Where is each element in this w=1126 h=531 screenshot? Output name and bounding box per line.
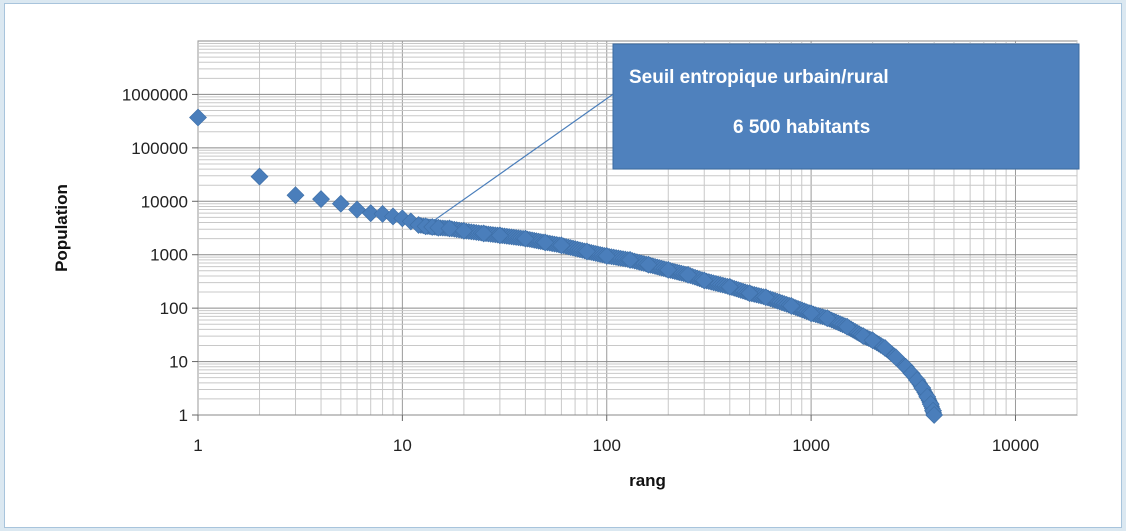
- data-point: [348, 200, 366, 219]
- y-tick-label: 10000: [141, 192, 188, 211]
- x-tick-label: 100: [593, 436, 621, 455]
- data-point: [782, 297, 801, 315]
- data-point: [925, 406, 944, 424]
- data-point: [854, 327, 873, 346]
- x-axis-title: rang: [629, 471, 666, 490]
- data-point: [286, 186, 305, 205]
- data-point: [695, 271, 714, 290]
- y-tick-label: 100: [160, 299, 188, 318]
- x-axis-ticks: 1 10 100 1000 10000: [193, 415, 1039, 455]
- x-tick-label: 1: [193, 436, 202, 455]
- data-point: [621, 250, 639, 269]
- x-tick-label: 1000: [792, 436, 830, 455]
- data-point: [818, 309, 837, 328]
- y-tick-label: 1000000: [122, 85, 188, 104]
- data-points: [189, 108, 944, 424]
- annotation-box: [612, 43, 1080, 170]
- data-point: [679, 265, 697, 284]
- data-point: [361, 204, 380, 223]
- y-tick-label: 1000: [150, 246, 188, 265]
- data-point: [429, 218, 448, 237]
- data-point: [536, 233, 555, 252]
- data-point: [331, 194, 350, 213]
- y-tick-label: 10: [169, 353, 188, 372]
- data-point: [552, 236, 571, 255]
- data-point: [802, 304, 821, 323]
- data-point: [659, 260, 678, 279]
- data-point: [490, 226, 509, 245]
- data-point: [516, 229, 535, 248]
- y-axis-ticks: 1 10 100 1000 10000 100000 1000000: [122, 85, 198, 425]
- data-point: [189, 108, 207, 127]
- y-tick-label: 100000: [131, 139, 188, 158]
- annotation: Seuil entropique urbain/rural 6 500 habit…: [433, 43, 1080, 221]
- y-tick-label: 1: [179, 406, 188, 425]
- data-point: [454, 221, 473, 240]
- data-point: [639, 255, 658, 274]
- data-point: [756, 288, 775, 307]
- data-point: [250, 167, 269, 186]
- data-point: [838, 317, 857, 336]
- data-point: [597, 246, 616, 265]
- data-point: [886, 348, 905, 367]
- data-point: [578, 242, 596, 261]
- data-point: [474, 224, 493, 243]
- annotation-pointer: [433, 89, 620, 221]
- data-point: [740, 284, 759, 303]
- x-tick-label: 10000: [992, 436, 1039, 455]
- data-point: [863, 331, 882, 350]
- chart-frame: 1 10 100 1000 10000 100000 1000000 1 10 100 1000 1…: [4, 3, 1122, 528]
- y-axis-title: Population: [52, 184, 71, 272]
- data-point: [312, 190, 330, 208]
- data-point: [720, 277, 739, 296]
- annotation-line-2: 6 500 habitants: [733, 117, 870, 138]
- data-point: [876, 339, 894, 357]
- annotation-line-1: Seuil entropique urbain/rural: [629, 67, 889, 88]
- data-point: [440, 219, 459, 238]
- x-tick-label: 10: [393, 436, 412, 455]
